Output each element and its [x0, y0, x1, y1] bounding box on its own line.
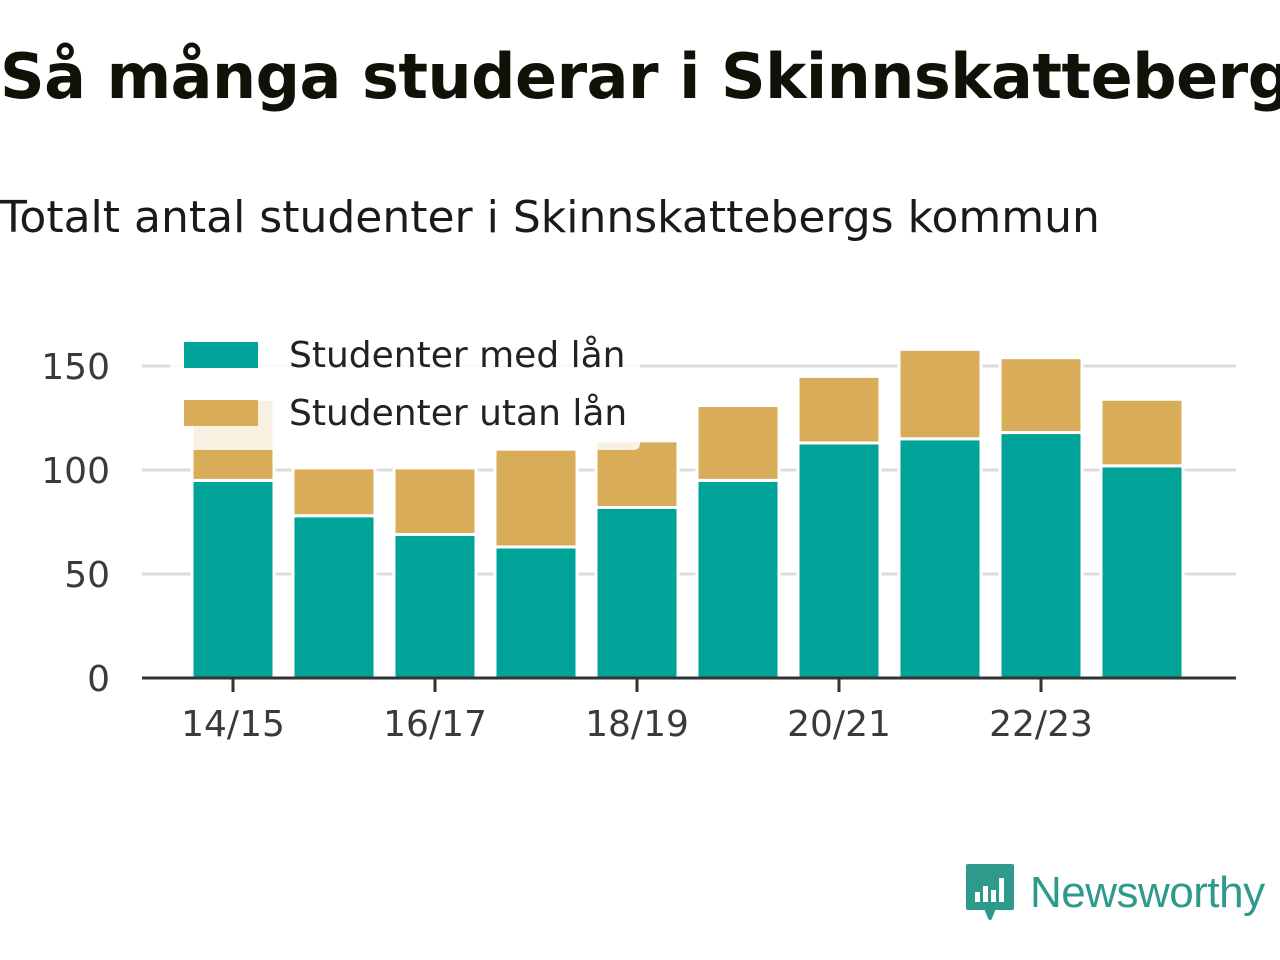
bar-segment-med-lan: [695, 478, 781, 680]
bar-segment-med-lan: [291, 514, 377, 680]
newsworthy-logo-icon: [966, 864, 1014, 920]
legend-label: Studenter utan lån: [289, 393, 627, 434]
bar-segment-med-lan: [998, 431, 1084, 680]
bar-segment-utan-lan: [594, 439, 680, 509]
x-tick-label: 16/17: [383, 704, 487, 745]
x-tick-label: 14/15: [181, 704, 285, 745]
x-tick-label: 20/21: [787, 704, 891, 745]
x-tick-label: 18/19: [585, 704, 689, 745]
bar-segment-utan-lan: [897, 347, 983, 441]
bars: [190, 347, 1185, 680]
y-tick-label: 0: [87, 659, 110, 700]
newsworthy-brand: Newsworthy: [964, 862, 1265, 924]
chart-subtitle: Totalt antal studenter i Skinnskatteberg…: [0, 192, 1100, 243]
x-axis-ticks: 14/15 16/17 18/19 20/21 22/23: [181, 678, 1093, 745]
x-tick-label: 22/23: [989, 704, 1093, 745]
chart-title: Så många studerar i Skinnskatteberg: [0, 40, 1280, 113]
bar-segment-med-lan: [594, 505, 680, 680]
bar-segment-utan-lan: [291, 466, 377, 518]
bar-segment-utan-lan: [695, 404, 781, 482]
stacked-bar-chart: 0 50 100 150 14/15 16/17 18/19 20/21 22/23 Stud…: [41, 328, 1236, 745]
bar-segment-med-lan: [897, 437, 983, 680]
y-axis-ticks: 0 50 100 150: [41, 347, 110, 700]
bar-segment-med-lan: [1099, 464, 1185, 680]
y-tick-label: 150: [41, 347, 110, 388]
y-tick-label: 100: [41, 451, 110, 492]
legend: Studenter med lån Studenter utan lån: [170, 328, 640, 450]
legend-box: [170, 328, 640, 450]
bar-segment-med-lan: [493, 545, 579, 680]
brand-name: Newsworthy: [1030, 868, 1265, 917]
bar-segment-utan-lan: [493, 447, 579, 549]
bar-segment-med-lan: [190, 478, 276, 680]
legend-label: Studenter med lån: [289, 335, 626, 376]
y-tick-label: 50: [64, 555, 110, 596]
bar-segment-utan-lan: [1099, 397, 1185, 468]
bar-segment-med-lan: [796, 441, 882, 680]
bar-segment-utan-lan: [796, 374, 882, 445]
bar-segment-utan-lan: [998, 356, 1084, 435]
legend-swatch: [184, 400, 258, 426]
bar-segment-med-lan: [392, 532, 478, 680]
bar-segment-utan-lan: [392, 466, 478, 536]
legend-swatch: [184, 342, 258, 368]
